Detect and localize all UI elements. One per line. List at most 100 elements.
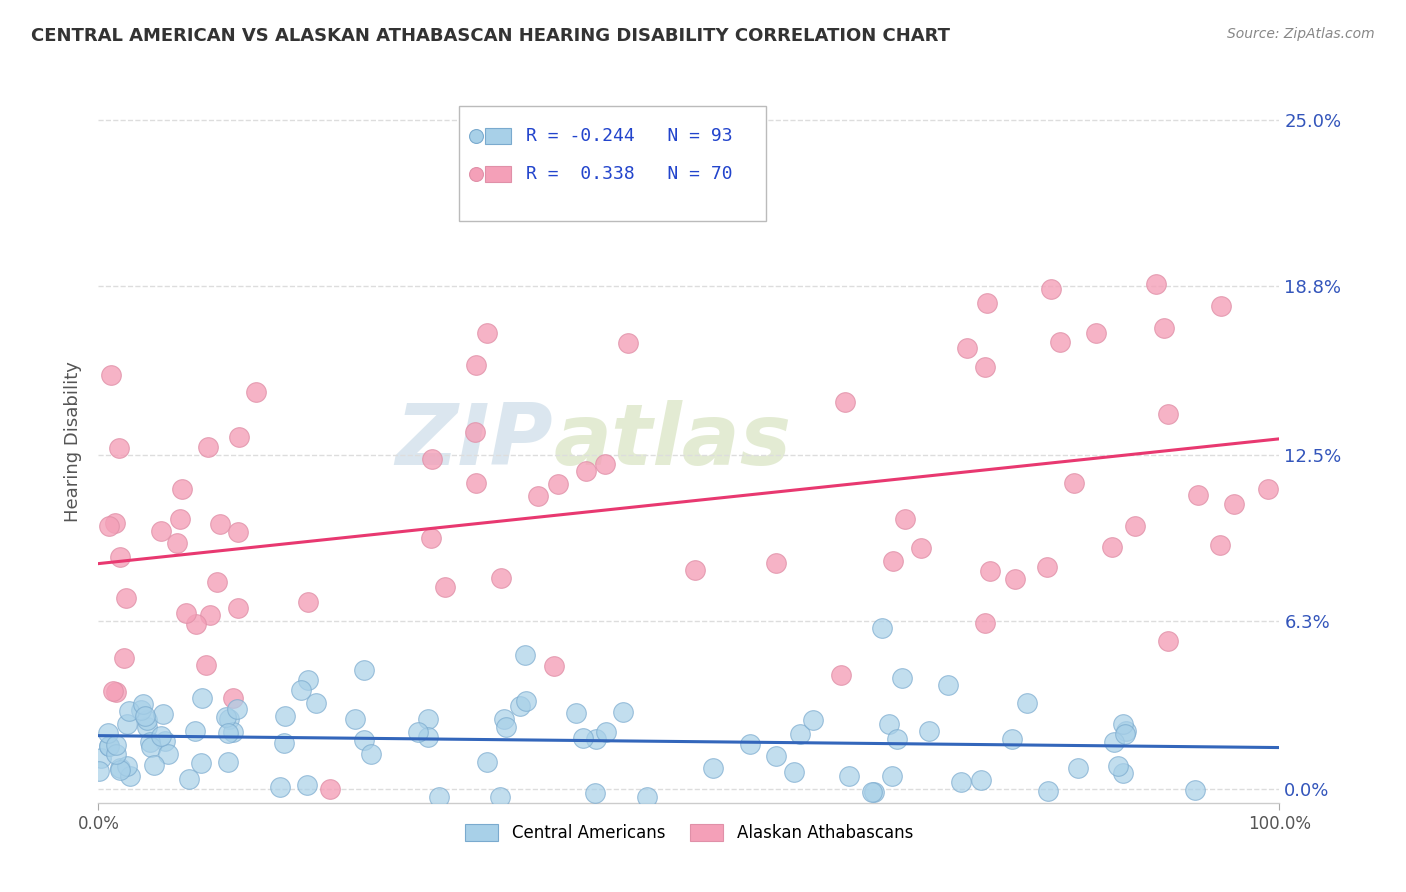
Point (245, 385, 267, 400)
Point (218, 712, 240, 726)
Point (1102, 734, 1125, 748)
Point (172, 482, 194, 496)
Legend: Central Americans, Alaskan Athabascans: Central Americans, Alaskan Athabascans (458, 817, 920, 848)
Point (475, 326, 498, 340)
Point (136, 720, 159, 734)
Point (1156, 634, 1178, 648)
Point (112, 651, 135, 665)
Point (273, 736, 295, 750)
Point (1187, 487, 1209, 501)
Point (789, 727, 811, 741)
Point (1085, 326, 1108, 340)
Point (433, 580, 456, 594)
Point (974, 360, 997, 375)
Point (1036, 783, 1059, 797)
Point (217, 725, 239, 739)
Point (209, 516, 232, 531)
Point (612, 705, 634, 719)
Point (184, 723, 207, 738)
Point (104, 747, 127, 761)
Point (169, 511, 191, 525)
Point (103, 683, 125, 698)
Point (90, 751, 112, 765)
Point (547, 477, 569, 491)
Point (515, 694, 537, 708)
Point (1257, 482, 1279, 496)
Point (134, 708, 156, 723)
Point (166, 535, 188, 549)
Point (217, 755, 239, 769)
Point (191, 691, 214, 706)
Point (1211, 299, 1233, 313)
Point (420, 451, 443, 466)
Point (585, 731, 607, 746)
Point (420, 531, 443, 545)
Point (129, 703, 152, 717)
Point (489, 571, 512, 585)
Point (886, 732, 908, 747)
Point (143, 758, 166, 772)
Point (305, 696, 328, 710)
Point (1112, 716, 1135, 731)
Point (1004, 573, 1026, 587)
Point (416, 731, 439, 745)
Point (318, 782, 340, 797)
Point (190, 756, 212, 771)
Point (197, 440, 219, 454)
Point (910, 541, 932, 555)
Point (565, 706, 588, 720)
Point (108, 761, 131, 775)
Point (543, 659, 565, 673)
Point (132, 698, 155, 712)
Point (353, 733, 375, 747)
Point (177, 772, 200, 786)
Point (225, 702, 247, 716)
Point (118, 769, 141, 783)
Point (153, 734, 176, 748)
Point (222, 690, 245, 705)
Point (269, 780, 291, 795)
Point (1112, 765, 1135, 780)
Point (976, 295, 998, 310)
Point (195, 658, 218, 673)
Point (1209, 538, 1232, 552)
Point (290, 682, 312, 697)
Point (783, 765, 806, 780)
Point (636, 790, 658, 805)
Point (274, 708, 297, 723)
Point (495, 720, 517, 734)
Point (513, 648, 536, 662)
Point (740, 737, 762, 751)
Point (1101, 540, 1123, 554)
Point (464, 425, 486, 440)
Point (89, 764, 111, 778)
Point (879, 717, 901, 731)
Point (583, 786, 606, 800)
Point (221, 725, 243, 739)
Point (488, 790, 510, 805)
Point (494, 712, 516, 726)
Point (1107, 759, 1129, 773)
Point (103, 516, 125, 531)
Point (617, 336, 640, 351)
Text: Source: ZipAtlas.com: Source: ZipAtlas.com (1227, 27, 1375, 41)
Y-axis label: Hearing Disability: Hearing Disability (63, 361, 82, 522)
Point (702, 761, 724, 775)
Point (955, 341, 977, 355)
Text: atlas: atlas (553, 400, 792, 483)
Point (838, 769, 860, 783)
Point (108, 763, 131, 777)
Point (1153, 320, 1175, 334)
Point (1222, 497, 1244, 511)
Text: ZIP: ZIP (395, 400, 553, 483)
Point (509, 698, 531, 713)
Point (297, 778, 319, 792)
Point (108, 549, 131, 564)
Point (344, 712, 367, 726)
Point (465, 475, 488, 490)
Point (862, 784, 884, 798)
Point (97, 725, 120, 739)
Point (105, 738, 128, 752)
Point (136, 714, 159, 728)
Point (108, 441, 131, 455)
